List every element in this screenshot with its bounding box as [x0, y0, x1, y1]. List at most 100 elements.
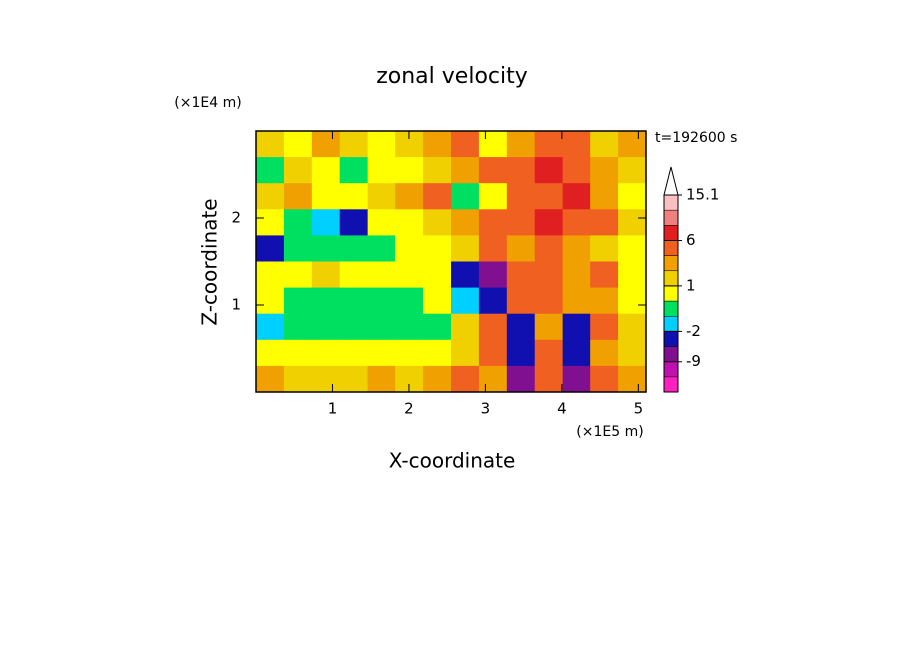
colorbar: 15.1 6 1 -2 -9: [663, 166, 719, 393]
contour-cell: [506, 287, 536, 315]
contour-cell: [618, 131, 647, 158]
contour-cell: [562, 235, 591, 262]
contour-cell: [423, 235, 452, 262]
colorbar-band: [663, 331, 679, 347]
contour-cell: [367, 235, 396, 262]
contour-cell: [618, 313, 647, 341]
x-tick-label: 1: [328, 400, 338, 418]
contour-cell: [423, 157, 452, 184]
contour-cell: [256, 157, 285, 184]
contour-cell: [311, 235, 341, 262]
contour-cell: [423, 261, 452, 289]
contour-cell: [395, 235, 424, 262]
contour-cell: [562, 183, 591, 210]
contour-cell: [256, 183, 285, 210]
colorbar-band: [663, 346, 679, 362]
contour-cell: [534, 235, 564, 262]
y-tick-label: 2: [231, 209, 241, 227]
contour-cell: [256, 313, 285, 341]
contour-cell: [423, 339, 452, 367]
colorbar-band: [663, 225, 679, 241]
contour-cell: [283, 157, 313, 184]
colorbar-band: [663, 300, 679, 317]
contour-cell: [534, 339, 564, 367]
contour-cell: [339, 209, 369, 236]
contour-cell: [534, 183, 564, 210]
contour-cell: [562, 365, 591, 393]
contour-cell: [395, 261, 424, 289]
chart-title: zonal velocity: [376, 64, 528, 89]
contour-cell: [478, 209, 508, 236]
contour-cell: [339, 261, 369, 289]
contour-cell: [367, 365, 396, 393]
contour-cell: [423, 287, 452, 315]
contour-cell: [478, 183, 508, 210]
contour-cell: [590, 287, 619, 315]
x-tick-label: 2: [404, 400, 414, 418]
contour-cell: [478, 365, 508, 393]
contour-cell: [256, 209, 285, 236]
contour-cell: [423, 131, 452, 158]
contour-cell: [283, 339, 313, 367]
contour-cell: [590, 235, 619, 262]
contour-cell: [534, 313, 564, 341]
contour-cell: [256, 131, 285, 158]
contour-cell: [423, 365, 452, 393]
contour-cell: [311, 339, 341, 367]
contour-cell: [618, 261, 647, 289]
contour-cell: [283, 261, 313, 289]
contour-cell: [451, 131, 480, 158]
x-tick-label: 5: [634, 400, 644, 418]
contour-cell: [367, 209, 396, 236]
contour-cell: [395, 339, 424, 367]
contour-cell: [562, 339, 591, 367]
x-unit: (×1E5 m): [576, 424, 643, 440]
contour-cell: [534, 365, 564, 393]
contour-cell: [618, 209, 647, 236]
time-annotation: t=192600 s: [655, 130, 737, 146]
contour-cell: [478, 287, 508, 315]
colorbar-band: [663, 315, 679, 332]
contour-cell: [451, 313, 480, 341]
contour-cell: [311, 183, 341, 210]
contour-cell: [256, 365, 285, 393]
colorbar-tick-label: 6: [686, 231, 696, 249]
contour-cell: [451, 157, 480, 184]
contour-cell: [283, 365, 313, 393]
contour-cell: [506, 235, 536, 262]
contour-cell: [367, 339, 396, 367]
contour-cell: [283, 209, 313, 236]
contour-cell: [506, 157, 536, 184]
contour-cell: [283, 235, 313, 262]
contour-cell: [478, 339, 508, 367]
contour-cell: [367, 183, 396, 210]
x-tick-label: 3: [481, 400, 491, 418]
contour-cell: [311, 287, 341, 315]
y-tick-label: 1: [231, 296, 241, 314]
contour-cell: [451, 209, 480, 236]
colorbar-band: [663, 376, 679, 393]
contour-cell: [506, 365, 536, 393]
contour-cell: [395, 183, 424, 210]
x-axis-label: X-coordinate: [389, 449, 516, 473]
contour-cell: [534, 261, 564, 289]
contour-cell: [618, 339, 647, 367]
contour-cell: [367, 157, 396, 184]
contour-cell: [311, 157, 341, 184]
contour-cell: [506, 313, 536, 341]
contour-cell: [283, 287, 313, 315]
contour-cell: [451, 183, 480, 210]
colorbar-band: [663, 240, 679, 256]
y-axis-label: Z-coordinate: [198, 198, 222, 325]
contour-cell: [534, 287, 564, 315]
contour-cell: [618, 235, 647, 262]
colorbar-extension: [663, 166, 679, 196]
contour-cell: [562, 157, 591, 184]
contour-cell: [590, 157, 619, 184]
contour-cell: [256, 235, 285, 262]
x-tick-label: 4: [557, 400, 567, 418]
contour-cell: [562, 261, 591, 289]
contour-cell: [256, 339, 285, 367]
colorbar-band: [663, 194, 679, 211]
contour-cell: [590, 131, 619, 158]
